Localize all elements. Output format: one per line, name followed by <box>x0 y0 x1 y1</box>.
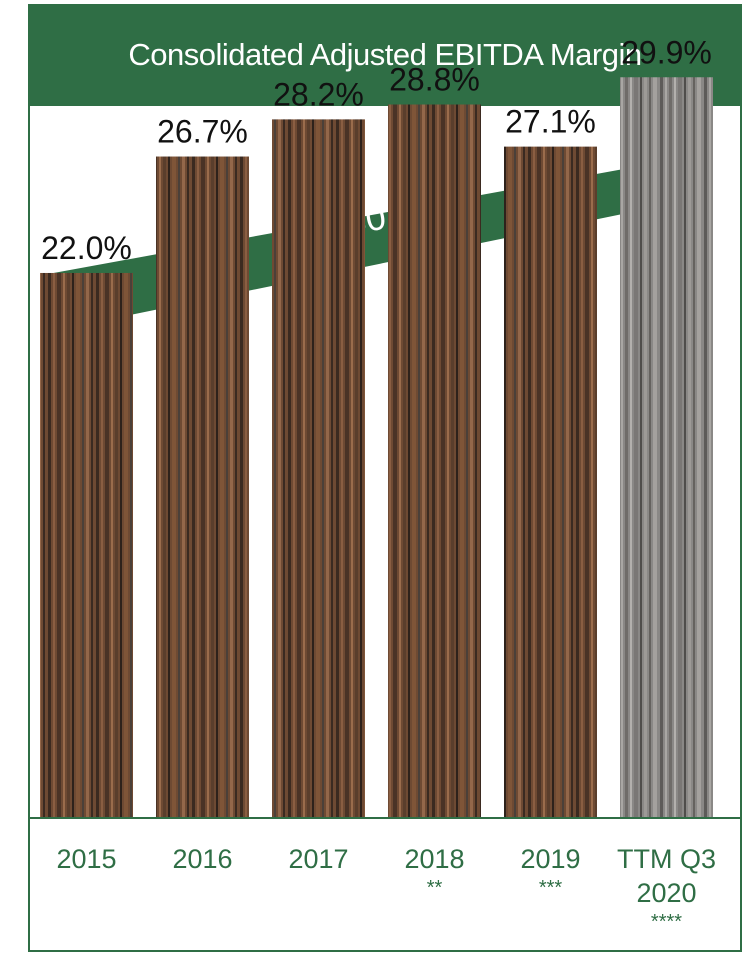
chart-title: Consolidated Adjusted EBITDA Margin <box>128 37 642 72</box>
category-label-2: 2017 <box>288 844 348 874</box>
value-label-5: 29.9% <box>621 34 712 70</box>
growth-arrow: +780 BPS <box>48 109 712 330</box>
value-label-0: 22.0% <box>41 230 132 266</box>
category-label-1: 2016 <box>172 844 232 874</box>
bar-2 <box>272 119 365 819</box>
value-label-3: 28.8% <box>389 62 480 98</box>
bar-0 <box>40 272 133 818</box>
bar-3 <box>388 104 481 818</box>
category-label-5: TTM Q3 2020 **** <box>617 844 716 933</box>
value-label-2: 28.2% <box>273 76 364 112</box>
bar-5 <box>620 77 713 819</box>
value-labels-group: 22.0% 26.7% 28.2% 28.8% 27.1% 29.9% <box>41 34 712 266</box>
value-label-1: 26.7% <box>157 114 248 150</box>
category-label-4: 2019 *** <box>520 844 580 899</box>
value-label-4: 27.1% <box>505 104 596 140</box>
category-label-0: 2015 <box>56 844 116 874</box>
category-labels-group: 2015 2016 2017 2018 ** 2019 *** TTM Q3 2020 **** <box>56 844 716 933</box>
category-label-3: 2018 ** <box>404 844 464 899</box>
chart-frame <box>28 4 742 952</box>
bars-group <box>40 77 713 819</box>
bar-4 <box>504 146 597 818</box>
bar-1 <box>156 156 249 818</box>
